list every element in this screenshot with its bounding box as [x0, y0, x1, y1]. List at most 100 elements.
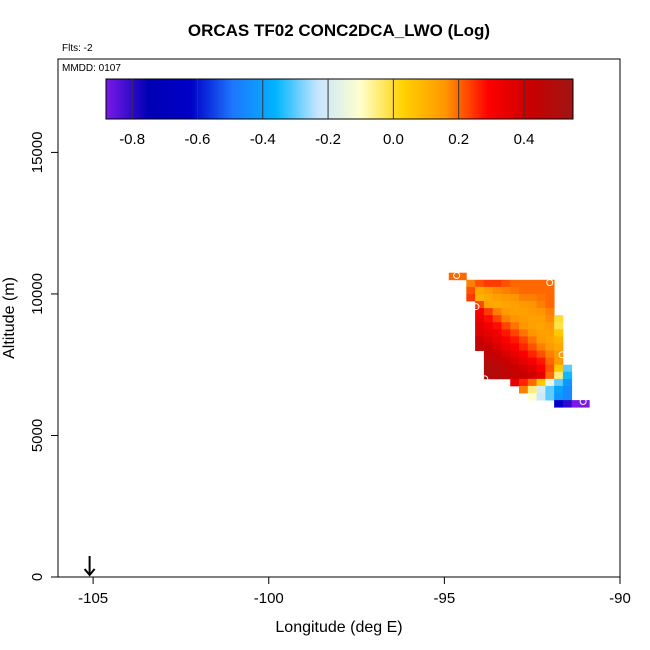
heatmap-cell: [483, 322, 494, 330]
heatmap-cell: [510, 371, 520, 380]
heatmap-cell: [510, 322, 520, 330]
heatmap-cell: [554, 364, 564, 373]
y-tick-label: 15000: [29, 132, 46, 174]
plot-frame: [57, 58, 621, 578]
heatmap-cell: [554, 329, 564, 337]
heatmap-cell: [545, 371, 555, 380]
heatmap-cell: [562, 393, 573, 401]
heatmap-cell: [501, 364, 511, 373]
heatmap-cell: [501, 329, 511, 337]
heatmap-cell: [510, 329, 520, 337]
heatmap-cell: [475, 286, 485, 295]
x-tick-label: -105: [78, 590, 108, 607]
heatmap-cell: [527, 293, 537, 302]
heatmap-cell: [545, 343, 555, 351]
heatmap-cell: [501, 286, 511, 295]
heatmap-cell: [527, 301, 537, 309]
heatmap-cell: [545, 385, 555, 394]
heatmap-cell: [475, 322, 485, 330]
heatmap-cell: [519, 293, 529, 302]
heatmap-cell: [510, 343, 520, 351]
heatmap-cell: [483, 357, 494, 366]
heatmap-cell: [536, 308, 546, 316]
colorbar-tick-label: -0.6: [185, 131, 211, 148]
heatmap-cell: [492, 308, 502, 316]
heatmap-cell: [545, 293, 555, 302]
heatmap-cell: [519, 301, 529, 309]
heatmap-cell: [536, 371, 546, 380]
heatmap-cell: [545, 279, 555, 288]
y-tick-label: 0: [29, 573, 46, 581]
heatmap-cell: [562, 400, 573, 408]
heatmap-cell: [536, 329, 546, 337]
heatmap-cell: [466, 279, 476, 288]
colorbar: -0.8 -0.6 -0.4 -0.2 0.0 0.2 0.4: [105, 78, 574, 148]
heatmap-cell: [536, 385, 546, 394]
heatmap-cell: [492, 329, 502, 337]
heatmap-cell: [492, 357, 502, 366]
heatmap-cell: [562, 364, 573, 373]
heatmap-cell: [527, 279, 537, 288]
heatmap-cell: [519, 378, 529, 387]
heatmap-cells: [448, 272, 590, 408]
heatmap-cell: [562, 385, 573, 394]
heatmap-cell: [527, 343, 537, 351]
heatmap-cell: [466, 293, 476, 302]
heatmap-cell: [545, 315, 555, 323]
heatmap-cell: [519, 322, 529, 330]
heatmap-cell: [475, 329, 485, 337]
heatmap-cell: [536, 393, 546, 401]
heatmap-cell: [510, 336, 520, 344]
heatmap-cell: [483, 371, 494, 380]
heatmap-cell: [527, 393, 537, 401]
heatmap-cell: [483, 336, 494, 344]
heatmap-cell: [492, 279, 502, 288]
heatmap-cell: [536, 286, 546, 295]
x-axis-label: Longitude (deg E): [275, 619, 402, 636]
heatmap-cell: [519, 308, 529, 316]
heatmap-cell: [519, 336, 529, 344]
heatmap-cell: [483, 364, 494, 373]
heatmap-cell: [492, 286, 502, 295]
heatmap-cell: [483, 343, 494, 351]
heatmap-cell: [475, 343, 485, 351]
heatmap-cell: [527, 378, 537, 387]
heatmap-cell: [562, 371, 573, 380]
heatmap-cell: [492, 322, 502, 330]
open-circle-marker: [472, 303, 480, 311]
heatmap-cell: [527, 322, 537, 330]
axes: -105 -100 -95 -90 0 5000 10000 15000: [29, 132, 631, 607]
open-circle-marker: [579, 398, 587, 405]
open-circle-marker: [546, 279, 554, 287]
heatmap-cell: [475, 308, 485, 316]
heatmap-cell: [536, 301, 546, 309]
heatmap-cell: [554, 336, 564, 344]
heatmap-cell: [519, 315, 529, 323]
heatmap-cell: [545, 393, 555, 401]
open-circle-marker: [481, 375, 489, 383]
colorbar-tick-label: -0.4: [250, 131, 276, 148]
heatmap-cell: [554, 343, 564, 351]
heatmap-cell: [562, 378, 573, 387]
heatmap-cell: [554, 393, 564, 401]
heatmap-cell: [554, 378, 564, 387]
heatmap-cell: [536, 343, 546, 351]
heatmap-cell: [475, 279, 485, 288]
heatmap-cell: [519, 357, 529, 366]
heatmap-cell: [527, 329, 537, 337]
heatmap-cell: [536, 364, 546, 373]
heatmap-cell: [483, 308, 494, 316]
heatmap-cell: [554, 371, 564, 380]
heatmap-cell: [545, 308, 555, 316]
heatmap-cell: [536, 293, 546, 302]
heatmap-cell: [492, 343, 502, 351]
arrow-icon-head: [83, 568, 96, 577]
heatmap-cell: [483, 286, 494, 295]
colorbar-tick-label: 0.0: [383, 131, 404, 148]
heatmap-cell: [545, 378, 555, 387]
heatmap-cell: [457, 272, 467, 281]
heatmap-cell: [510, 301, 520, 309]
heatmap-cell: [475, 293, 485, 302]
y-tick-label: 10000: [29, 273, 46, 315]
heatmap-cell: [483, 293, 494, 302]
